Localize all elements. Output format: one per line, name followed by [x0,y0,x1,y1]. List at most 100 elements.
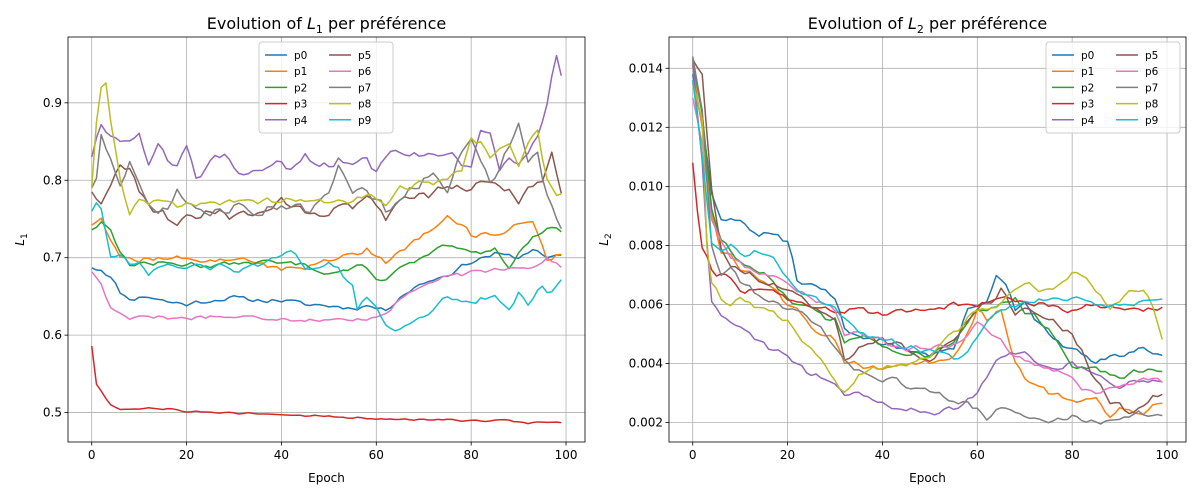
legend-label: p3 [294,99,307,111]
legend-item-p1: p1 [1052,66,1094,78]
legend-label: p9 [1145,115,1158,127]
legend-item-p7: p7 [329,82,371,94]
y-tick-label: 0.002 [629,416,663,430]
y-tick-label: 0.7 [43,251,62,265]
y-tick-label: 0.010 [629,179,663,193]
legend-label: p6 [358,66,372,78]
series-line-p3 [90,345,562,425]
series-line-p7 [691,56,1163,425]
series-line-p2 [91,221,562,282]
y-tick-label: 0.9 [43,96,62,110]
y-tick-label: 0.004 [629,356,663,370]
series-line-p4 [90,54,563,179]
x-tick-label: 20 [179,448,194,462]
legend-item-p4: p4 [265,115,308,127]
y-axis-label: L2 [597,233,614,245]
legend: p0 p1 p2 p3 p4 p5 p6 p7 p8 p9 [1045,41,1181,134]
series-line-p1 [691,65,1163,419]
chart-title: Evolution of L1 per préférence [207,14,446,36]
x-axis-label: Epoch [909,471,946,485]
x-tick-label: 0 [88,448,96,462]
axes-frame [668,36,1187,443]
legend-item-p5: p5 [1116,50,1158,62]
y-tick-label: 0.008 [629,238,663,252]
x-tick-label: 20 [780,448,795,462]
y-tick-label: 0.8 [43,173,62,187]
legend-label: p5 [1145,50,1158,62]
legend-item-p7: p7 [1116,82,1158,94]
axes-frame [67,36,586,443]
legend-label: p6 [1145,66,1159,78]
legend-label: p0 [294,50,307,62]
series-line-p6 [91,256,562,323]
legend-label: p4 [294,115,308,127]
legend-label: p1 [294,66,307,78]
y-axis-label: L1 [13,233,30,245]
series-lines [691,56,1164,425]
x-tick-label: 40 [875,448,890,462]
x-tick-label: 80 [1065,448,1080,462]
legend-item-p3: p3 [265,99,307,111]
series-line-p4 [691,62,1163,416]
legend-label: p1 [1081,66,1094,78]
series-lines [90,54,563,425]
legend-box [1045,41,1181,134]
legend-item-p8: p8 [1116,99,1158,111]
series-line-p8 [691,82,1164,393]
legend-item-p4: p4 [1052,115,1095,127]
y-tick-label: 0.6 [43,328,62,342]
y-tick-label: 0.006 [629,297,663,311]
legend-label: p2 [1081,82,1094,94]
legend-label: p7 [1145,82,1158,94]
legend-item-p0: p0 [265,50,307,62]
legend-item-p6: p6 [329,66,372,78]
series-line-p5 [692,59,1163,415]
series-line-p1 [91,214,562,272]
y-tick-label: 0.5 [43,406,62,420]
chart-1: 0 20 40 60 80 100 0.5 0.6 0.7 0.8 0.9 Evolution of … [13,14,586,485]
legend: p0 p1 p2 p3 p4 p5 p6 p7 p8 p9 [258,41,394,134]
legend-label: p9 [358,115,371,127]
legend-item-p8: p8 [329,99,371,111]
x-tick-label: 100 [555,448,578,462]
legend-label: p5 [358,50,371,62]
legend-label: p4 [1081,115,1095,127]
legend-label: p0 [1081,50,1094,62]
x-tick-label: 80 [464,448,479,462]
y-tick-label: 0.012 [629,120,663,134]
legend-item-p6: p6 [1116,66,1159,78]
chart-title: Evolution of L2 per préférence [808,14,1047,36]
x-tick-label: 0 [689,448,697,462]
legend-label: p7 [358,82,371,94]
series-line-p2 [691,59,1163,379]
legend-label: p8 [1145,99,1158,111]
legend-item-p9: p9 [329,115,371,127]
series-line-p9 [91,202,562,332]
legend-item-p5: p5 [329,50,371,62]
series-line-p3 [691,162,1163,316]
series-line-p7 [91,122,562,230]
x-axis-label: Epoch [308,471,345,485]
series-line-p5 [91,151,563,227]
series-line-p8 [90,82,562,216]
series-line-p9 [691,80,1163,360]
x-tick-label: 40 [274,448,289,462]
x-tick-label: 100 [1156,448,1179,462]
chart-2: 0 20 40 60 80 100 0.002 0.004 0.006 0.008 0.010 0.0… [597,14,1187,485]
legend-item-p2: p2 [265,82,307,94]
legend-item-p2: p2 [1052,82,1094,94]
legend-item-p1: p1 [265,66,307,78]
y-tick-label: 0.014 [629,61,663,75]
x-tick-label: 60 [369,448,384,462]
legend-item-p3: p3 [1052,99,1094,111]
legend-item-p0: p0 [1052,50,1094,62]
x-tick-label: 60 [970,448,985,462]
legend-label: p8 [358,99,371,111]
series-line-p0 [91,248,562,312]
legend-label: p2 [294,82,307,94]
legend-item-p9: p9 [1116,115,1158,127]
legend-label: p3 [1081,99,1094,111]
legend-box [258,41,394,134]
